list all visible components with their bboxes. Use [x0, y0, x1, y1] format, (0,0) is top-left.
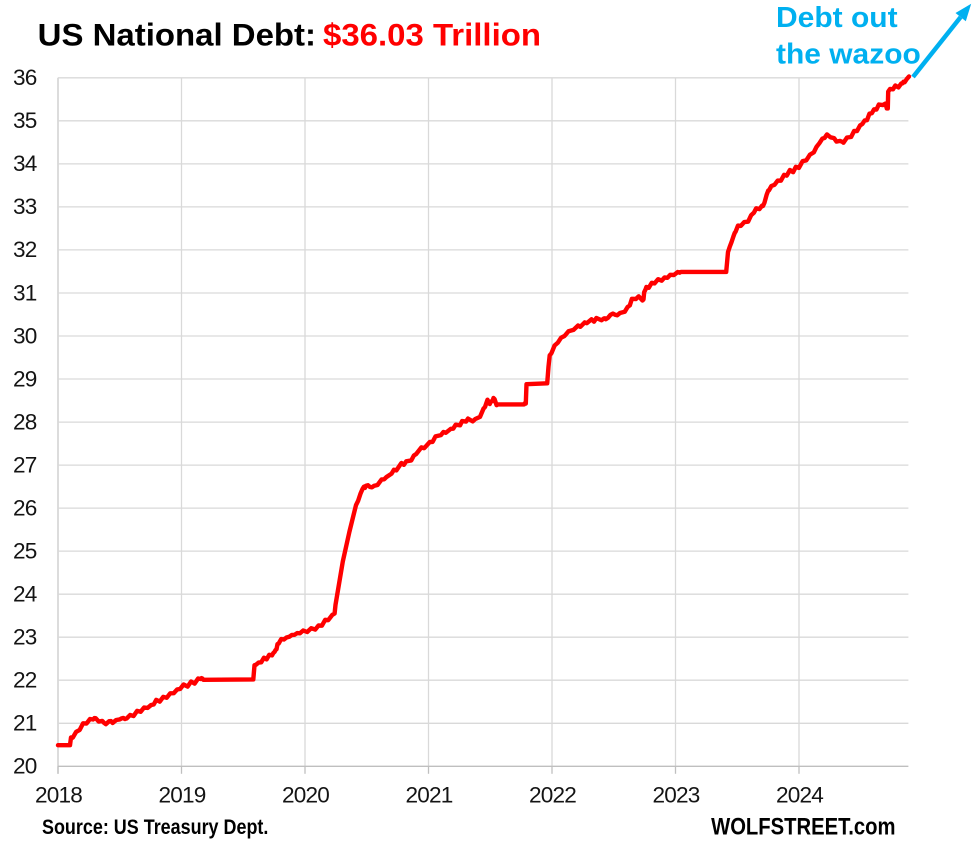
svg-text:2019: 2019 — [158, 783, 205, 808]
svg-text:2022: 2022 — [529, 783, 576, 808]
svg-text:33: 33 — [13, 194, 37, 219]
svg-text:31: 31 — [13, 280, 37, 305]
svg-text:the wazoo: the wazoo — [776, 39, 921, 71]
svg-text:25: 25 — [13, 538, 37, 563]
svg-text:27: 27 — [13, 452, 37, 477]
svg-text:35: 35 — [13, 108, 37, 133]
svg-text:24: 24 — [13, 582, 37, 607]
svg-text:Debt out: Debt out — [776, 2, 898, 34]
svg-text:2018: 2018 — [35, 783, 82, 808]
svg-text:$36.03 Trillion: $36.03 Trillion — [323, 16, 541, 52]
svg-text:34: 34 — [13, 151, 37, 176]
svg-text:32: 32 — [13, 237, 37, 262]
svg-text:Source: US Treasury Dept.: Source: US Treasury Dept. — [42, 816, 268, 839]
svg-text:36: 36 — [13, 65, 37, 90]
svg-text:2024: 2024 — [776, 783, 823, 808]
svg-text:23: 23 — [13, 625, 37, 650]
svg-text:2020: 2020 — [282, 783, 329, 808]
svg-text:2023: 2023 — [652, 783, 699, 808]
svg-text:26: 26 — [13, 495, 37, 520]
svg-text:2021: 2021 — [405, 783, 452, 808]
svg-text:28: 28 — [13, 409, 37, 434]
svg-text:US National Debt:: US National Debt: — [38, 16, 316, 52]
svg-text:20: 20 — [13, 754, 37, 779]
svg-text:30: 30 — [13, 323, 37, 348]
svg-text:29: 29 — [13, 366, 37, 391]
svg-text:21: 21 — [13, 711, 37, 736]
svg-text:22: 22 — [13, 668, 37, 693]
svg-text:WOLFSTREET.com: WOLFSTREET.com — [711, 813, 895, 840]
